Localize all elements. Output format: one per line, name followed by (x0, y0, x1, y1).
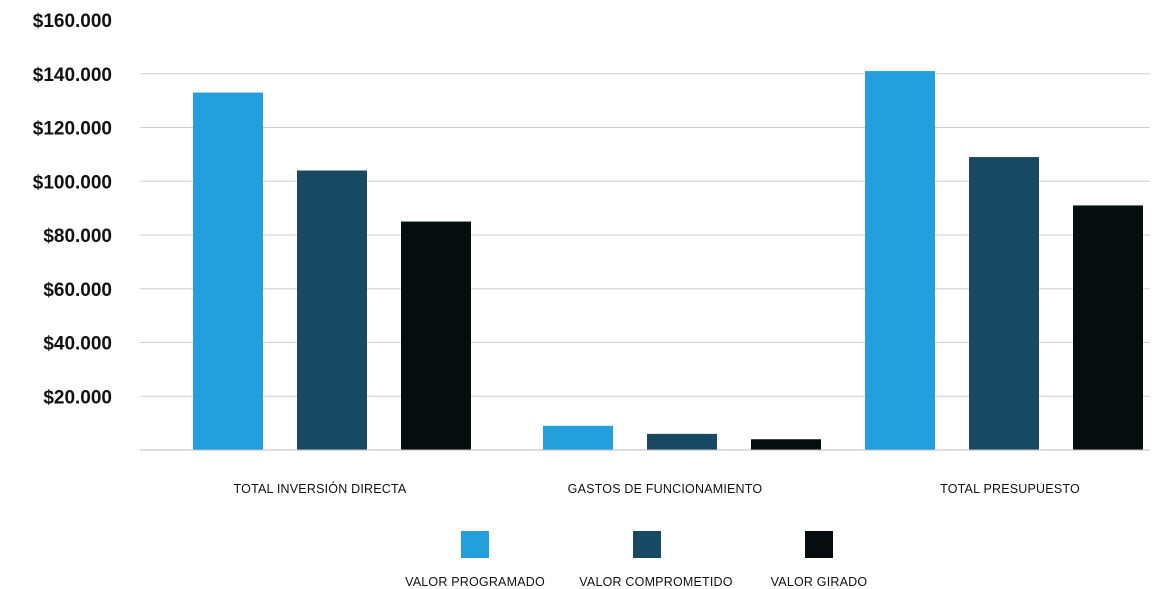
legend-label: VALOR PROGRAMADO (405, 575, 545, 589)
y-axis-tick-labels: $20.000 $40.000 $60.000 $80.000 $100.000 $120… (33, 11, 112, 408)
bar (543, 425, 613, 450)
legend-label: VALOR COMPROMETIDO (579, 575, 732, 589)
bar (401, 221, 471, 450)
y-tick-label: $80.000 (43, 226, 112, 247)
bar (647, 433, 717, 450)
y-tick-label: $120.000 (33, 119, 112, 140)
y-tick-label: $160.000 (33, 11, 112, 32)
y-tick-label: $100.000 (33, 172, 112, 193)
x-axis-category-labels: TOTAL INVERSIÓN DIRECTA GASTOS DE FUNCION… (234, 481, 1080, 496)
bar (193, 92, 263, 450)
x-category-label: GASTOS DE FUNCIONAMIENTO (568, 482, 763, 496)
legend-label: VALOR GIRADO (771, 575, 868, 589)
y-tick-label: $40.000 (43, 334, 112, 355)
legend-swatch (805, 531, 833, 558)
legend-swatch (633, 531, 661, 558)
bar (969, 157, 1039, 450)
bars (193, 71, 1143, 450)
x-category-label: TOTAL INVERSIÓN DIRECTA (234, 481, 407, 496)
bar (297, 170, 367, 450)
y-tick-label: $20.000 (43, 387, 112, 408)
bar (865, 71, 935, 450)
bar (1073, 205, 1143, 450)
legend-swatch (461, 531, 489, 558)
y-tick-label: $60.000 (43, 280, 112, 301)
legend: VALOR PROGRAMADO VALOR COMPROMETIDO VALOR … (405, 531, 867, 589)
bar (751, 439, 821, 450)
y-tick-label: $140.000 (33, 65, 112, 86)
x-category-label: TOTAL PRESUPUESTO (940, 482, 1080, 496)
